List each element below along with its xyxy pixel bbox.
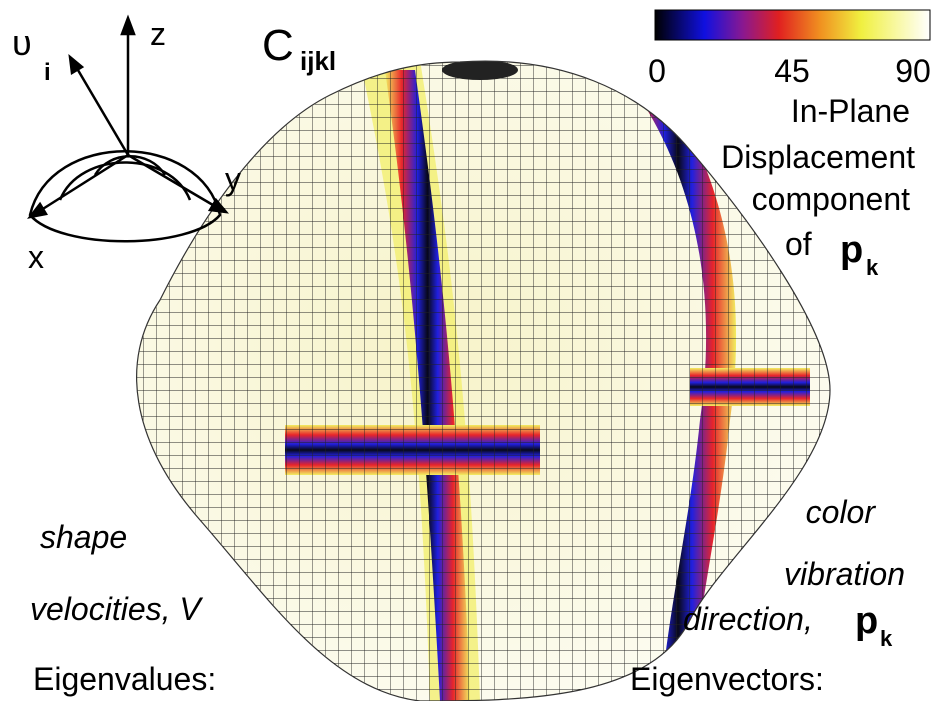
colorbar-tick: 90 bbox=[895, 53, 931, 89]
colorbar-tick: 0 bbox=[648, 53, 666, 89]
caption-right: Eigenvectors: bbox=[630, 661, 824, 697]
colorbar-label: component bbox=[752, 181, 910, 217]
colorbar bbox=[655, 10, 930, 40]
colorbar-label: In-Plane bbox=[791, 93, 910, 129]
caption-left: Eigenvalues: bbox=[33, 661, 216, 697]
vector-subscript: i bbox=[44, 59, 51, 86]
colorbar-label: of bbox=[785, 226, 812, 262]
caption-right: direction, bbox=[683, 601, 813, 637]
tensor-symbol: C bbox=[262, 21, 294, 70]
caption-right: color bbox=[806, 494, 877, 530]
caption-left: velocities, V bbox=[30, 591, 203, 627]
axis-x: x bbox=[28, 239, 44, 275]
vector-symbol: υ bbox=[12, 22, 32, 63]
caption-right: vibration bbox=[784, 556, 905, 592]
colorbar-symbol: p bbox=[840, 229, 863, 271]
caption-symbol: p bbox=[855, 600, 878, 642]
axis-y: y bbox=[225, 161, 241, 197]
colorbar-tick: 45 bbox=[774, 53, 810, 89]
colorbar-label: Displacement bbox=[721, 139, 915, 175]
tensor-subscript: ijkl bbox=[300, 46, 336, 76]
colorbar-subscript: k bbox=[866, 255, 879, 280]
figure: υ i z y x C ijkl 0 45 90 In-Plane Displa… bbox=[0, 0, 935, 701]
caption-left: shape bbox=[40, 519, 127, 555]
axes-icon bbox=[30, 18, 226, 241]
axis-z: z bbox=[150, 16, 166, 52]
caption-subscript: k bbox=[880, 626, 893, 651]
